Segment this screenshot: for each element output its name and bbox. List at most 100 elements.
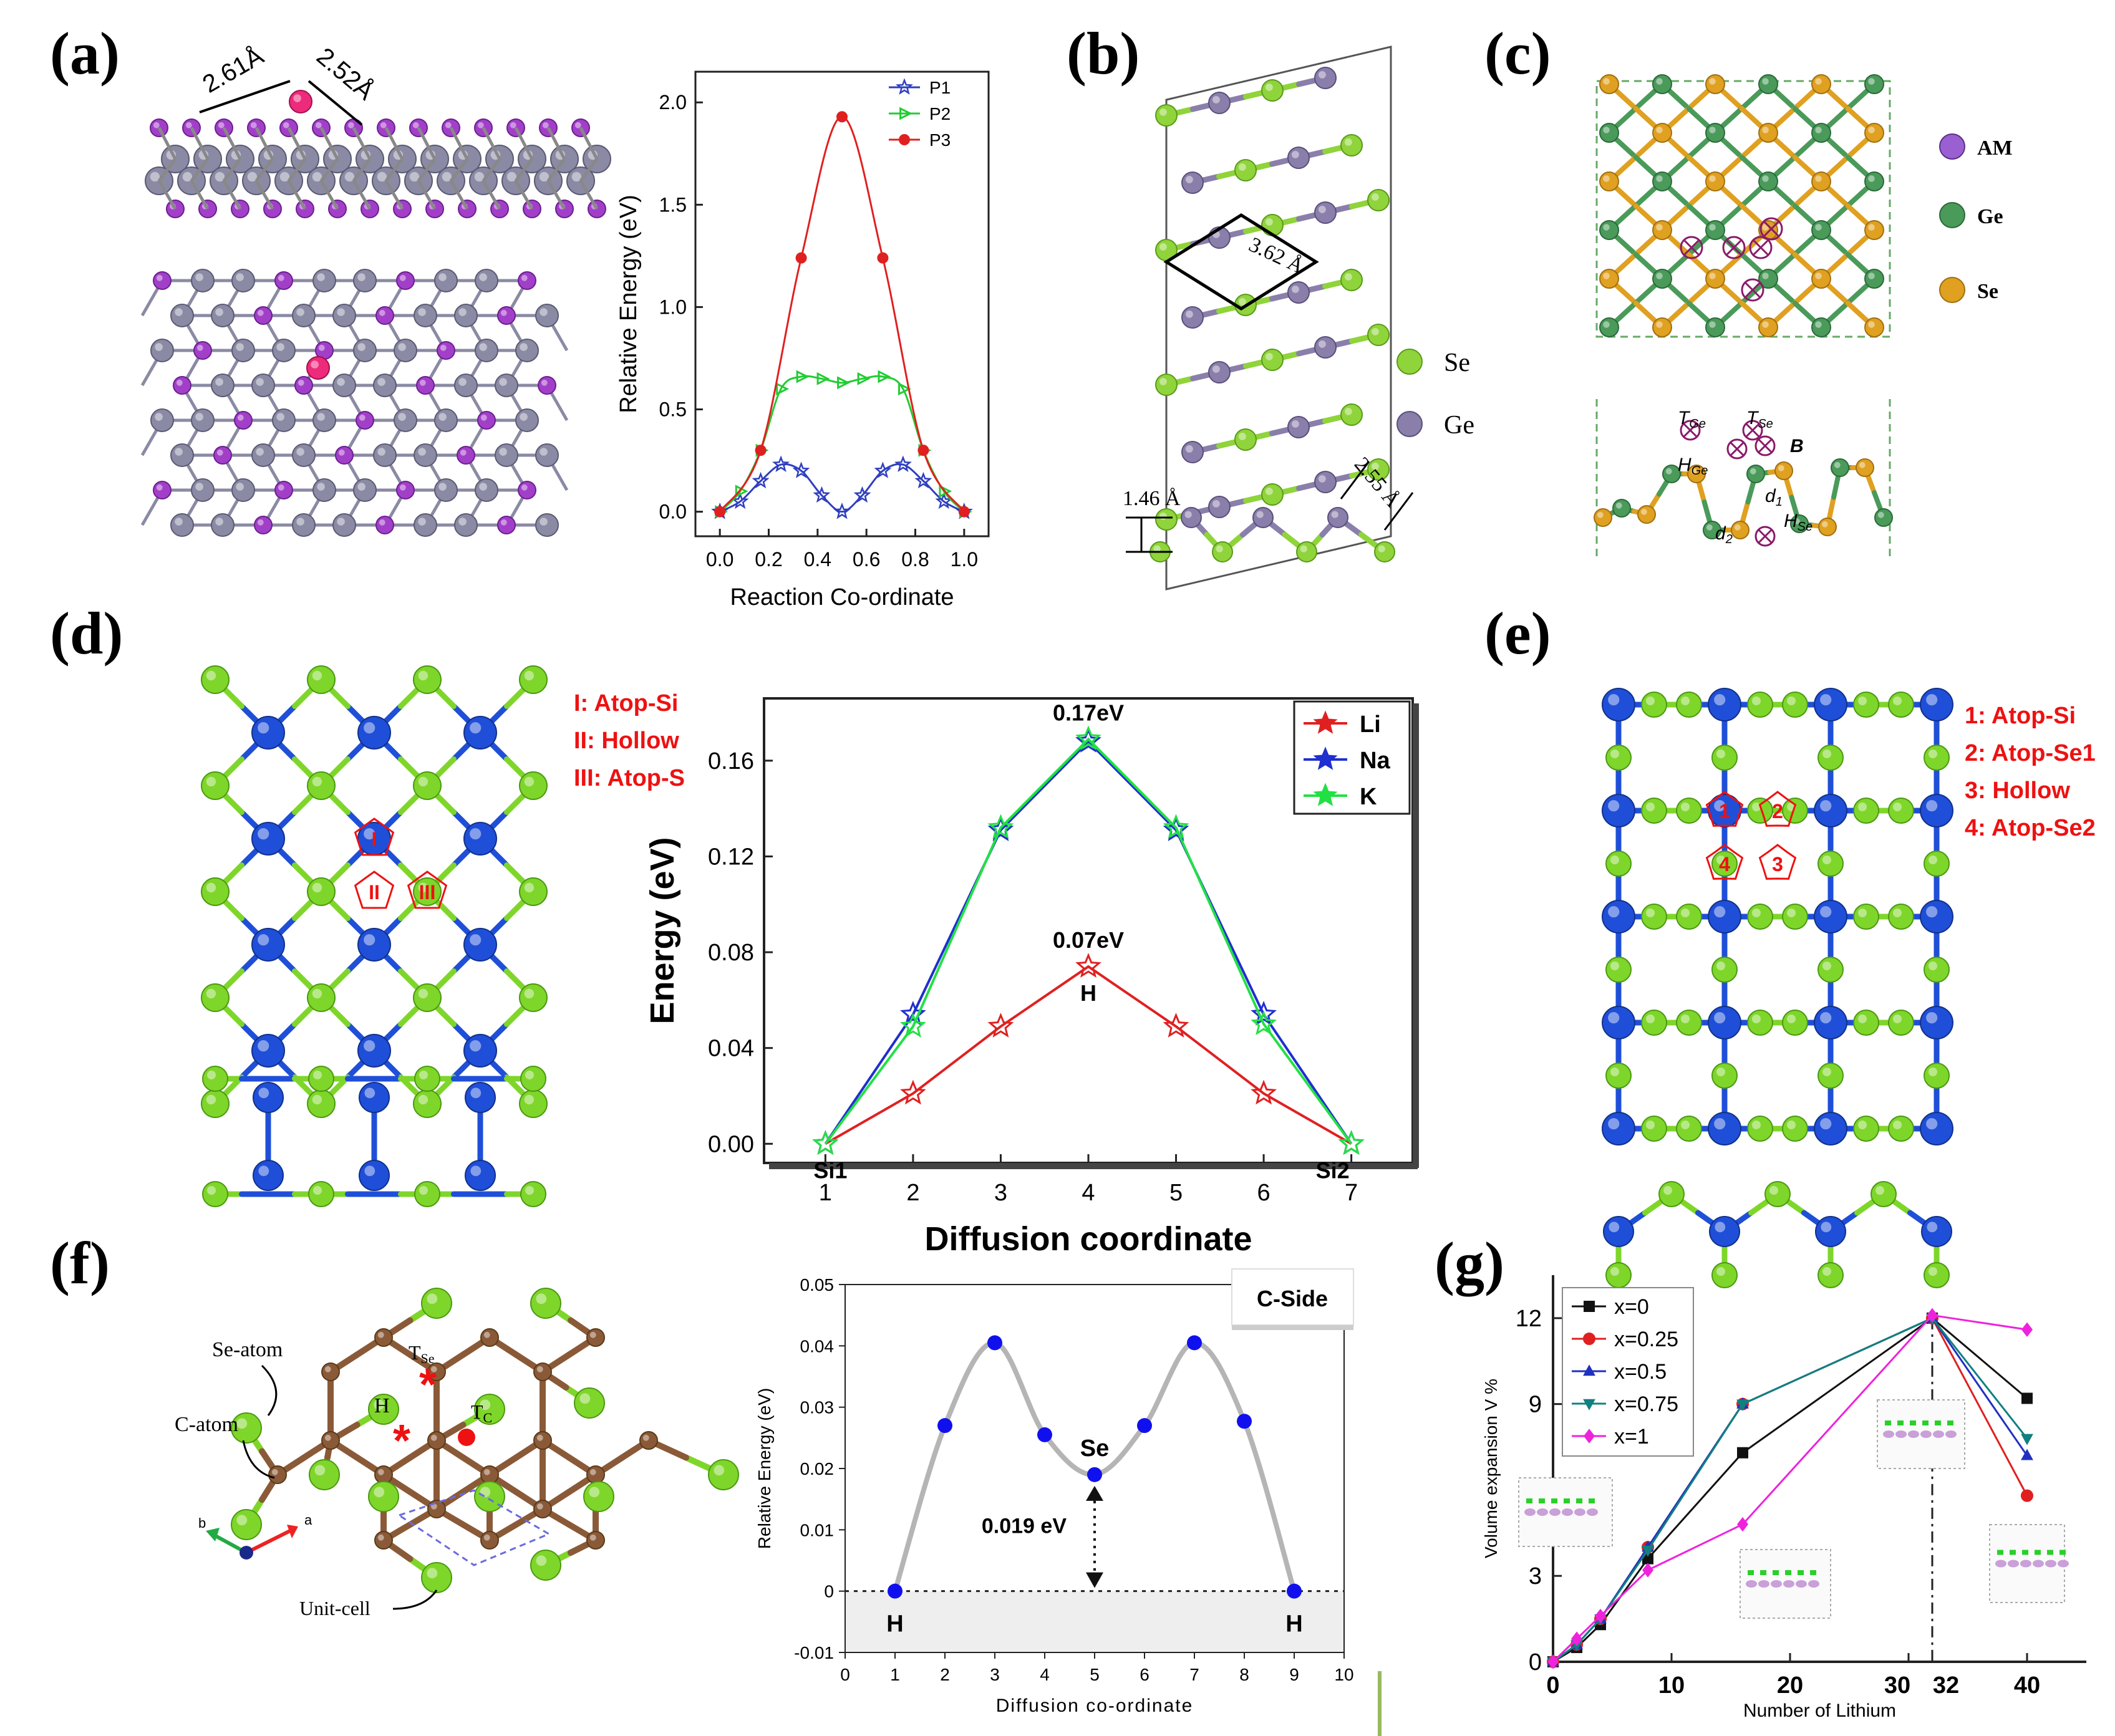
marker-cross [1726,239,1742,256]
ge-atom [1287,281,1310,304]
si-atom [1920,1006,1953,1039]
se-atom [231,1412,262,1444]
y-tick-label: 0.00 [708,1131,754,1157]
si-atom [1920,794,1953,827]
atom-highlight [1929,1068,1937,1076]
x-tick-label: 7 [1345,1180,1358,1206]
bond [1620,301,1638,318]
atom-highlight [1603,127,1610,133]
legend-label: Na [1360,748,1390,774]
se-atom [1747,692,1773,718]
c-atom [427,1431,446,1450]
atom-highlight [1608,906,1620,918]
atom-highlight [1656,224,1663,231]
se-atom [201,771,230,800]
atom-highlight [1238,297,1246,306]
atom-highlight [1238,163,1246,171]
atom-highlight [1926,694,1938,706]
atom-highlight [1690,468,1697,475]
se-atom [1605,957,1632,983]
legend-box [1562,1287,1694,1457]
se-atom [1853,1010,1879,1036]
legend-label: x=0.75 [1614,1392,1678,1416]
x-tick-label: 40 [2014,1672,2040,1699]
se-atom [1817,851,1844,877]
data-point [1163,1013,1189,1038]
atom-highlight [1212,365,1220,373]
adsorption-site-marker [1741,278,1764,302]
se-atom [1888,1116,1914,1142]
inset-atom [1539,1498,1545,1503]
x-tick-label: 0 [840,1665,850,1684]
x-tick-label: 7 [1189,1665,1199,1684]
tc-site-label: TC [471,1401,492,1425]
data-point [837,376,850,390]
atom-highlight [470,1087,482,1099]
atom-highlight [1212,499,1220,508]
data-point [833,502,851,519]
inset-atom [1997,1550,2003,1555]
si-atom [1708,1006,1741,1039]
atom-highlight [1778,465,1784,471]
se-atom [1747,1010,1773,1036]
site-marker-label: 3 [1772,853,1783,875]
se-atom [1676,904,1702,930]
atom-highlight [206,776,216,787]
se-atom [308,1066,334,1092]
ge-atom [1705,220,1725,240]
atom-highlight [1752,803,1761,811]
unit-cell-label: Unit-cell [299,1597,370,1619]
bond [1845,155,1864,172]
se-atom [1888,692,1914,718]
se-atom [1924,1063,1950,1089]
atom-highlight [312,882,322,893]
atom-highlight [258,1040,269,1052]
data-point [896,78,913,95]
atom-highlight [1929,750,1937,758]
atom-highlight [1216,545,1223,552]
atom-highlight [1159,377,1167,385]
se-atom [414,1066,440,1092]
atom-highlight [1822,962,1831,970]
se-atom [1811,269,1831,289]
star-h: * [393,1416,410,1466]
se-atom [1864,123,1884,143]
bond [1845,191,1864,208]
data-point [792,461,810,478]
atom-highlight [1822,1068,1831,1076]
atom-highlight [1820,800,1832,812]
atom-highlight [524,882,535,893]
atom-highlight [427,1568,438,1579]
inset-atom [1922,1420,1929,1425]
data-point [714,506,726,518]
data-point [1037,1427,1052,1442]
bond [1832,155,1851,172]
atom-highlight [314,1465,326,1476]
frame-shadow [1413,703,1419,1168]
legend-se-ball [1396,349,1423,375]
atom-highlight [1714,1118,1726,1130]
bond [1686,203,1705,221]
x-tick-label: 0.2 [755,548,782,571]
data-point [1251,1010,1277,1035]
bond [1673,301,1692,318]
data-point [1137,1418,1152,1434]
x-tick-label: 3 [990,1665,1000,1684]
marker-cross [1745,423,1760,438]
legend-marker [1313,783,1338,806]
ge-atom [1208,496,1231,518]
atom-highlight [589,1534,596,1541]
ge-atom [1864,171,1884,191]
data-point [987,1335,1002,1351]
legend-label: P1 [929,78,951,97]
atom-highlight [1344,407,1352,415]
site-tse: TSe [1746,408,1773,431]
site-list-e-4: 4: Atop-Se2 [1965,815,2096,841]
bond [1686,239,1705,257]
inset-structure [1740,1549,1831,1619]
x-tick-label: 20 [1777,1672,1803,1699]
bond [1633,106,1652,123]
se-atom [1853,1116,1879,1142]
si-atom [357,1034,391,1068]
se-atom [474,1394,505,1425]
